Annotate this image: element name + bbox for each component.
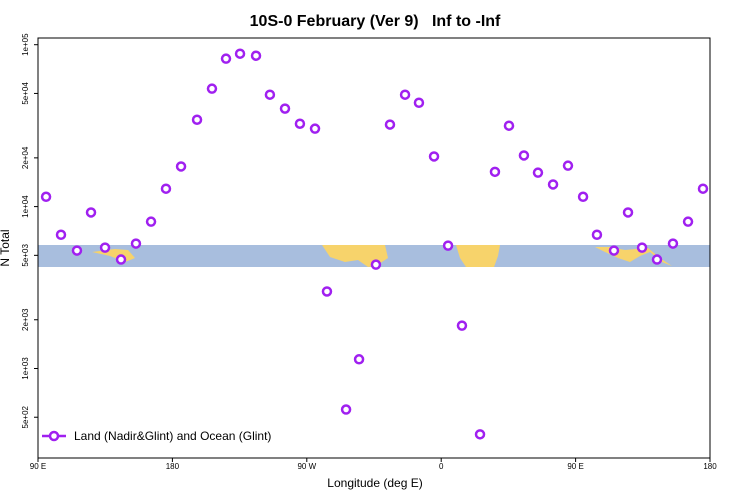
point	[309, 123, 321, 134]
point	[85, 207, 97, 218]
point	[503, 120, 515, 131]
x-tick-label: 0	[439, 462, 444, 471]
point	[667, 238, 679, 249]
y-tick-label: 5e+04	[21, 82, 30, 105]
point	[294, 118, 306, 129]
point	[547, 179, 559, 190]
legend-label: Land (Nadir&Glint) and Ocean (Glint)	[74, 429, 271, 443]
point	[442, 240, 454, 251]
point	[474, 429, 486, 440]
point	[71, 245, 83, 256]
point	[591, 229, 603, 241]
point	[264, 89, 276, 100]
plot-frame	[37, 37, 711, 459]
x-axis-label: Longitude (deg E)	[327, 476, 422, 490]
y-tick-label: 2e+03	[21, 308, 30, 331]
x-tick-label: 180	[703, 462, 717, 471]
x-tick-label: 180	[166, 462, 180, 471]
point	[40, 191, 52, 203]
point	[428, 151, 440, 162]
point	[353, 354, 365, 365]
point	[250, 50, 262, 61]
point	[636, 242, 648, 253]
y-tick-label: 5e+02	[21, 405, 30, 428]
point	[321, 286, 333, 297]
point	[413, 97, 425, 108]
point	[191, 114, 203, 125]
point	[456, 320, 468, 331]
point	[115, 254, 127, 265]
legend-marker	[48, 430, 60, 442]
point	[577, 191, 589, 203]
point	[55, 229, 67, 241]
y-tick-label: 2e+04	[21, 146, 30, 169]
point	[145, 216, 157, 227]
point	[399, 89, 411, 100]
point	[99, 242, 111, 253]
point	[518, 150, 530, 161]
point	[370, 259, 382, 270]
x-tick-label: 90 E	[567, 462, 583, 471]
point	[175, 161, 187, 172]
x-tick-label: 90 W	[297, 462, 316, 471]
y-tick-label: 1e+03	[21, 357, 30, 380]
point	[608, 245, 620, 256]
point	[562, 160, 574, 171]
y-tick-label: 1e+05	[21, 33, 30, 56]
point	[130, 238, 142, 249]
point	[532, 167, 544, 178]
y-tick-label: 1e+04	[21, 195, 30, 218]
point	[489, 166, 501, 178]
point	[651, 254, 663, 265]
point	[234, 48, 246, 59]
point	[160, 183, 172, 194]
point	[206, 83, 218, 94]
point	[622, 207, 634, 218]
point	[384, 119, 396, 130]
point	[220, 53, 232, 64]
y-tick-label: 5e+03	[21, 244, 30, 267]
point	[697, 183, 709, 194]
x-tick-label: 90 E	[30, 462, 46, 471]
chart-title: 10S-0 February (Ver 9) Inf to -Inf	[250, 13, 501, 30]
point	[340, 404, 352, 415]
y-axis-label: N Total	[0, 229, 12, 266]
point	[279, 103, 291, 114]
point	[682, 216, 694, 227]
